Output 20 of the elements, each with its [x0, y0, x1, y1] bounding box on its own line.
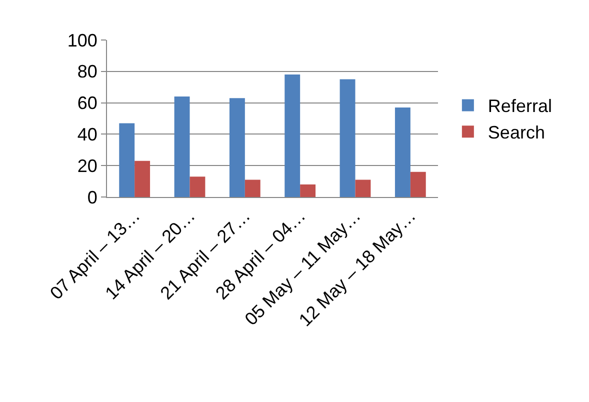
- bar: [244, 180, 260, 197]
- bar: [174, 96, 190, 197]
- y-tick-label: 100: [67, 30, 98, 50]
- bar: [134, 160, 150, 197]
- bar: [284, 74, 300, 197]
- bar: [340, 79, 356, 197]
- y-tick-label: 20: [77, 156, 98, 176]
- bar: [190, 176, 206, 197]
- legend-label: Referral: [488, 96, 552, 116]
- bar: [300, 184, 316, 197]
- y-tick-label: 60: [77, 93, 98, 114]
- bar: [229, 98, 245, 197]
- legend-label: Search: [488, 122, 545, 143]
- bar: [119, 123, 135, 197]
- bar: [410, 172, 426, 197]
- y-tick-label: 80: [77, 62, 98, 82]
- bar: [355, 180, 371, 197]
- y-tick-label: 40: [77, 124, 98, 144]
- bar: [394, 108, 410, 197]
- y-tick-label: 0: [87, 187, 98, 208]
